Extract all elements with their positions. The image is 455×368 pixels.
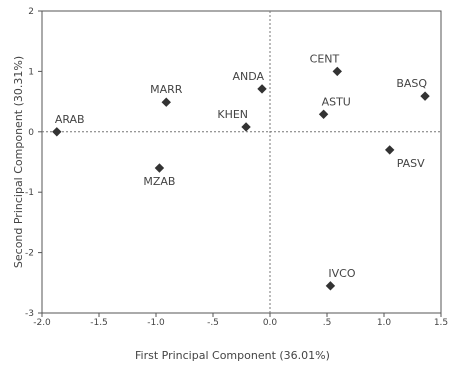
- point-label-khen: KHEN: [217, 108, 248, 121]
- point-label-pasv: PASV: [397, 157, 425, 170]
- point-label-arab: ARAB: [55, 113, 85, 126]
- point-label-anda: ANDA: [232, 70, 264, 83]
- y-tick-label: 1: [28, 67, 34, 77]
- x-tick-label: 1.5: [434, 318, 448, 328]
- y-tick-label: -1: [25, 188, 34, 198]
- data-point-astu: [318, 109, 329, 119]
- data-point-basq: [420, 91, 430, 101]
- y-tick-label: -2: [25, 249, 34, 259]
- point-label-marr: MARR: [150, 83, 183, 96]
- y-tick-label: 2: [28, 7, 34, 17]
- x-tick-label: -1.5: [90, 318, 108, 328]
- data-point-mzab: [154, 163, 165, 173]
- x-tick-label: 1.0: [377, 318, 392, 328]
- x-tick-label: .5: [323, 318, 332, 328]
- point-label-ivco: IVCO: [328, 267, 355, 280]
- point-label-basq: BASQ: [396, 77, 427, 90]
- x-tick-label: -.5: [207, 318, 219, 328]
- plot-border: [41, 10, 442, 314]
- point-label-astu: ASTU: [322, 95, 351, 108]
- point-label-cent: CENT: [310, 52, 340, 65]
- data-point-khen: [241, 122, 251, 132]
- point-labels-layer: ARAB MARR MZAB KHEN ANDA CENT ASTU BASQ PASV IVCO: [55, 52, 428, 279]
- data-point-pasv: [384, 145, 395, 155]
- points-layer: [52, 66, 430, 291]
- data-point-ivco: [325, 281, 336, 291]
- data-point-marr: [161, 97, 171, 107]
- plot-frame-layer: [41, 10, 442, 314]
- point-label-mzab: MZAB: [143, 175, 175, 188]
- y-tick-label: -3: [25, 309, 34, 319]
- y-axis-title: Second Principal Component (30.31%): [12, 56, 25, 268]
- data-point-cent: [332, 66, 342, 77]
- y-tick-label: 0: [28, 128, 34, 138]
- x-axis-title: First Principal Component (36.01%): [135, 349, 330, 362]
- x-tick-label: -1.0: [147, 318, 165, 328]
- x-tick-label: 0.0: [263, 318, 278, 328]
- data-point-arab: [52, 127, 62, 137]
- ticks-layer: -2.0 -1.5 -1.0 -.5 0.0 .5 1.0 1.5 -3 -2 -1 0 1 2: [25, 7, 448, 328]
- reference-lines-layer: [42, 11, 441, 313]
- data-point-anda: [257, 84, 267, 94]
- x-tick-label: -2.0: [33, 318, 51, 328]
